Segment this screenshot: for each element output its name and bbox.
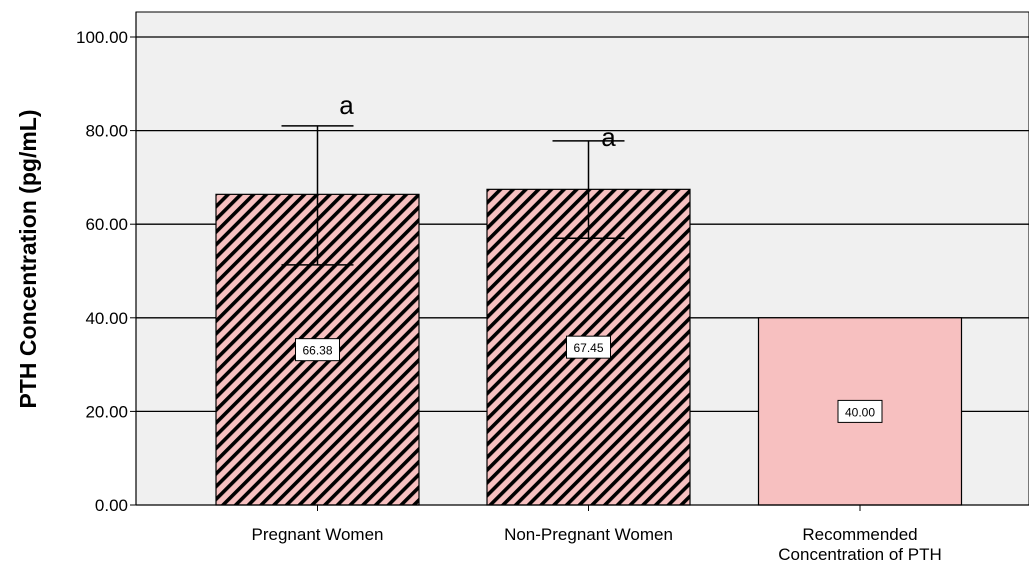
value-label-box [837, 399, 883, 423]
x-tick-label: Pregnant Women [252, 525, 384, 544]
value-label: 40.00 [845, 405, 875, 419]
y-tick-label: 0.00 [95, 496, 128, 515]
value-label: 67.45 [573, 341, 603, 355]
y-tick-label: 100.00 [76, 28, 128, 47]
y-tick-label: 40.00 [85, 309, 128, 328]
significance-label: a [339, 90, 354, 120]
y-axis-title: PTH Concentration (pg/mL) [15, 110, 41, 409]
value-label-box [566, 335, 611, 359]
x-tick-label: Recommended [802, 525, 917, 544]
x-tick-label: Concentration of PTH [778, 545, 941, 564]
value-label-box [295, 338, 340, 362]
y-tick-label: 60.00 [85, 215, 128, 234]
y-tick-label: 80.00 [85, 122, 128, 141]
significance-label: a [601, 122, 616, 152]
value-label: 66.38 [302, 344, 332, 358]
y-tick-label: 20.00 [85, 402, 128, 421]
x-tick-label: Non-Pregnant Women [504, 525, 673, 544]
